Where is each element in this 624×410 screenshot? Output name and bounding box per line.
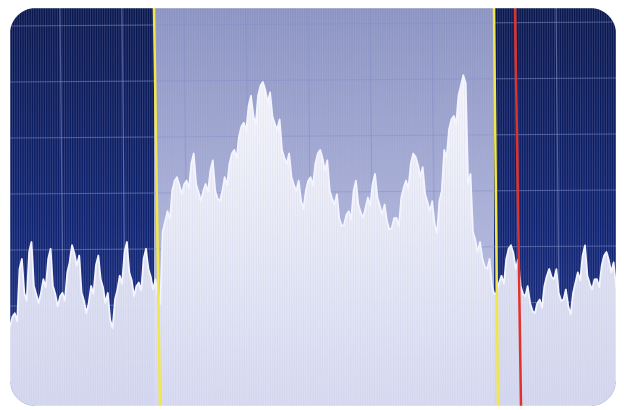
right-marker-line <box>492 8 500 406</box>
grid-line-horizontal <box>10 133 616 139</box>
trace-line-group <box>10 74 616 329</box>
spectrum-trace <box>10 74 616 329</box>
trace-area <box>10 75 616 406</box>
trace-fill-group <box>10 8 616 406</box>
left-marker-line <box>152 8 162 406</box>
red-marker-line <box>513 8 523 406</box>
spectrum-analyzer-photo <box>10 8 616 406</box>
spectrum-screen <box>10 8 616 406</box>
